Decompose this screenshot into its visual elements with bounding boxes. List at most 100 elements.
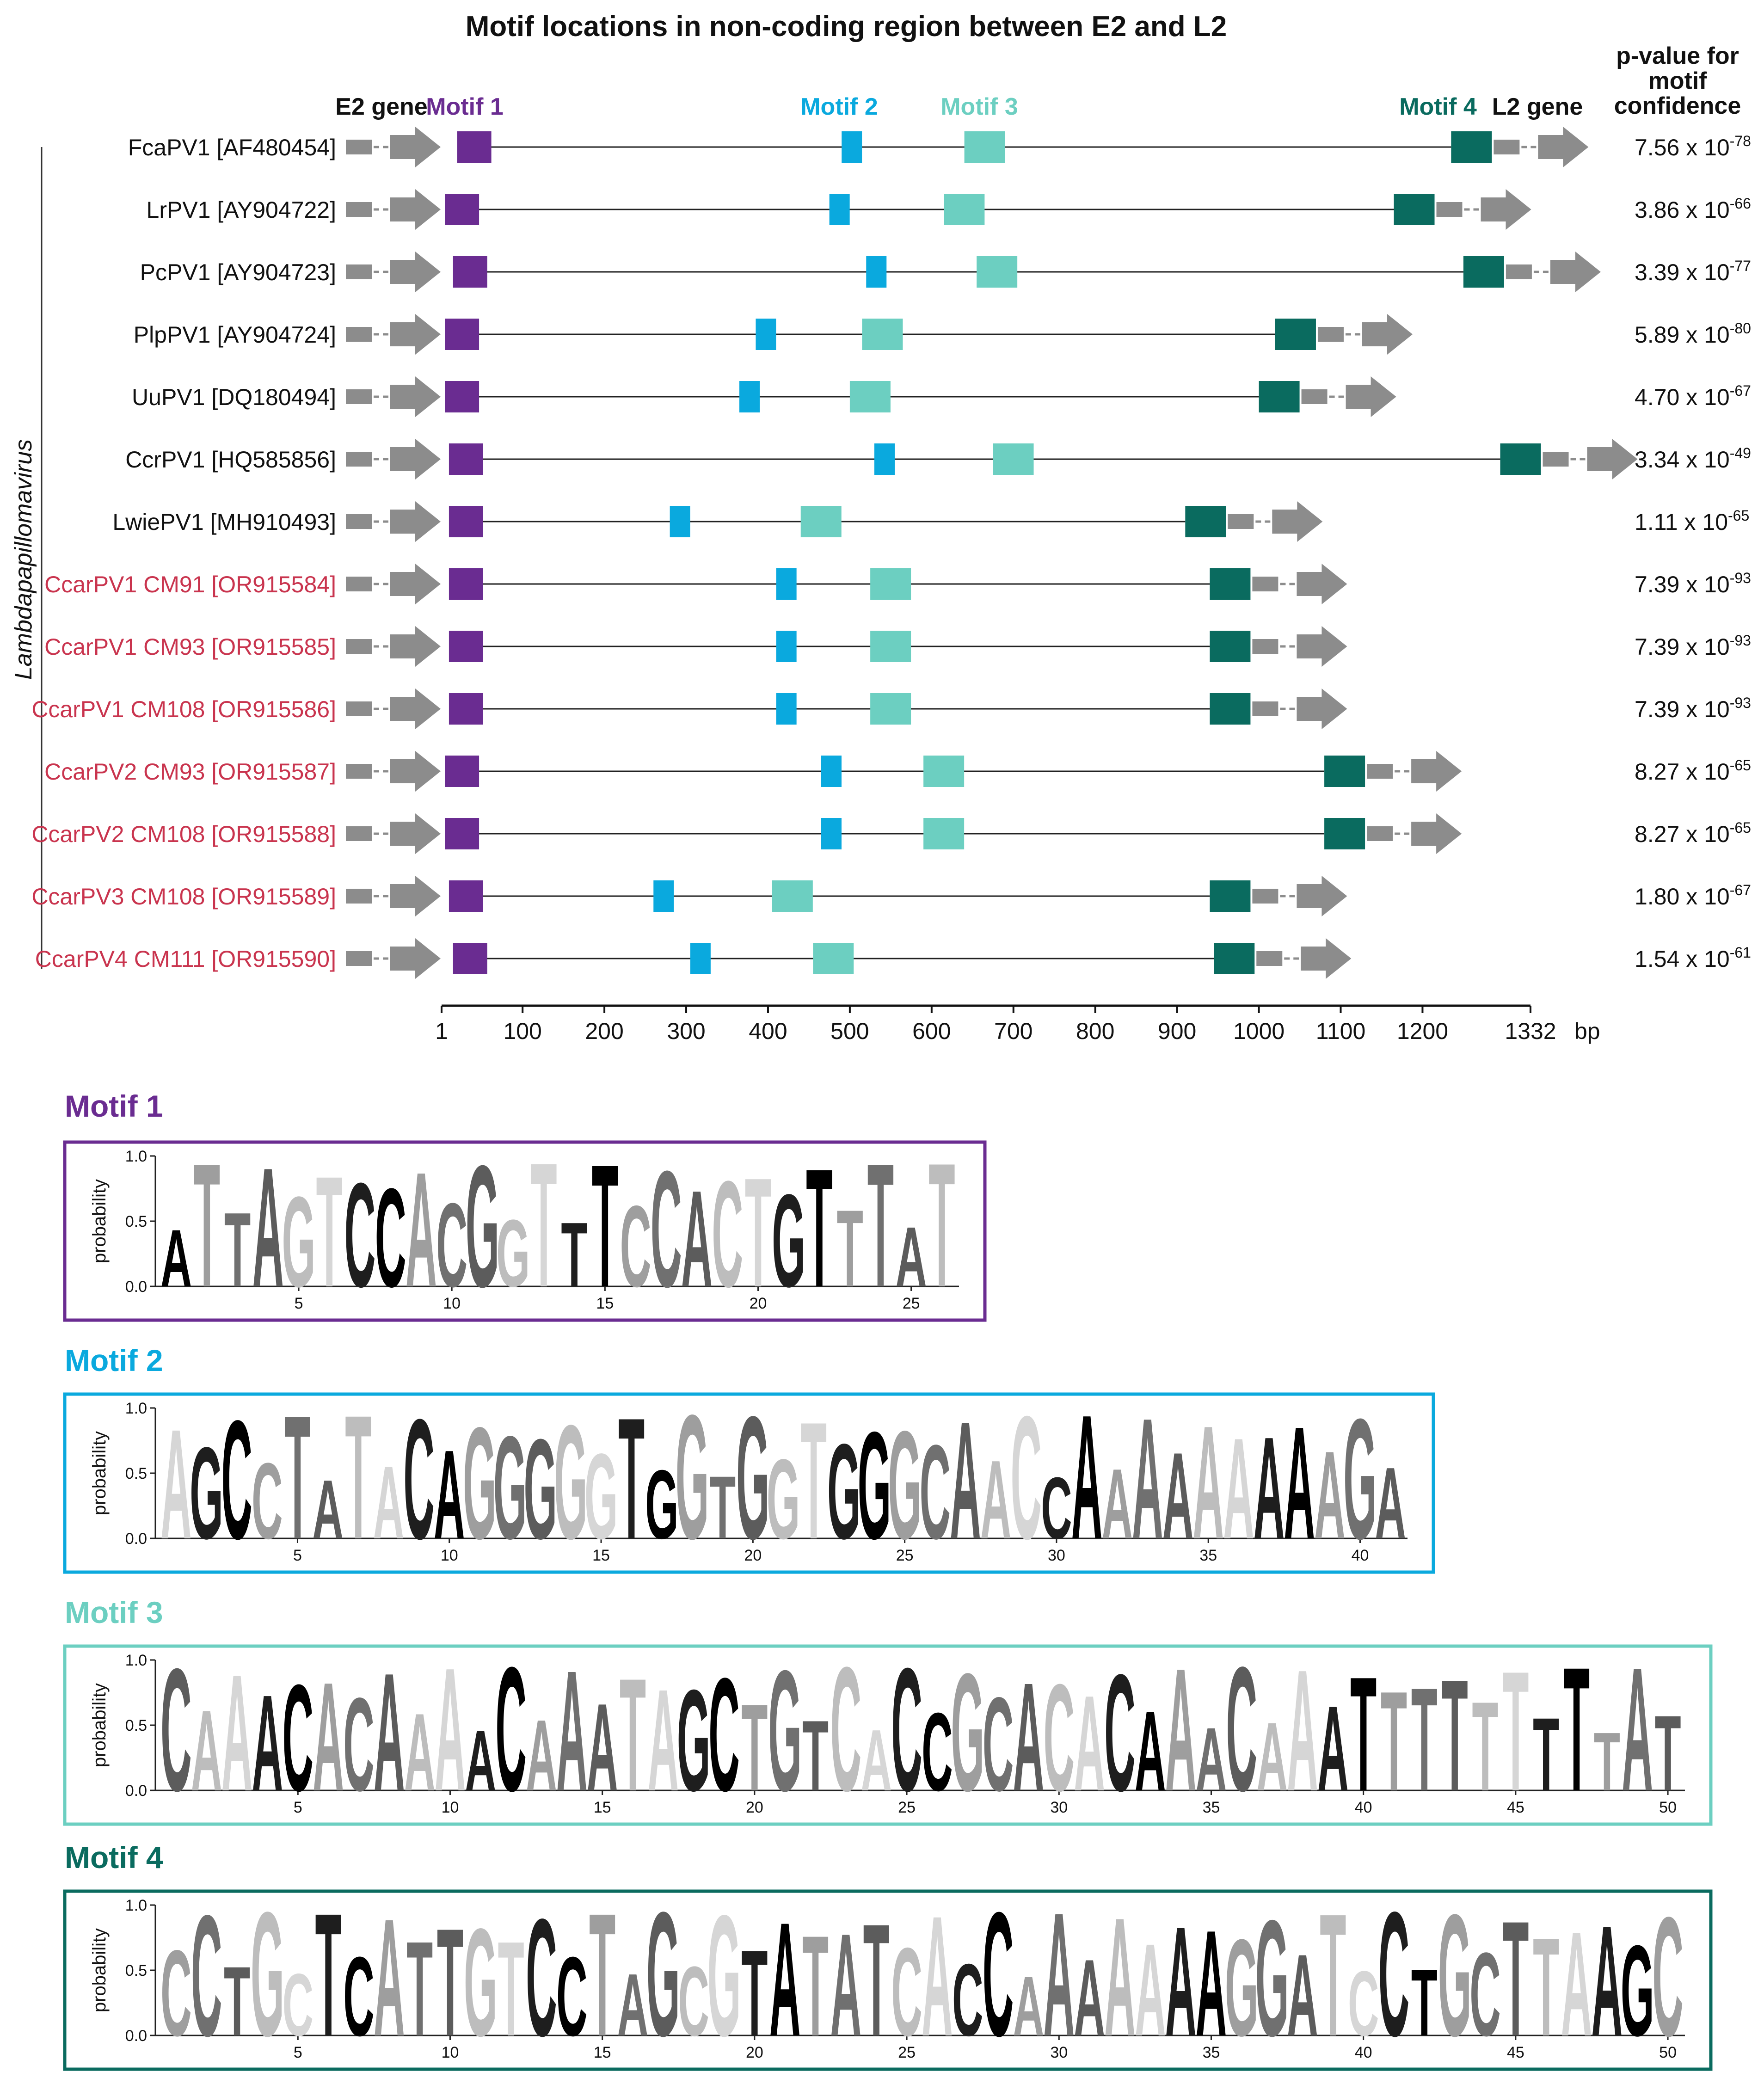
logo-letter: C xyxy=(1378,1875,1409,2074)
logo-ytick-label: 0.5 xyxy=(125,1465,147,1482)
logo-panel: Motif 3 probability 1.0 0.5 0.0 5 10 15 20 25 30 35… xyxy=(63,1595,1713,1829)
column-headers: E2 gene Motif 1 Motif 2 Motif 3 Motif 4 … xyxy=(335,43,1741,120)
logo-letter: T xyxy=(224,1946,250,2057)
logo-letter: C xyxy=(343,1934,374,2060)
logo-letter: C xyxy=(495,1631,526,1828)
logo-xtick-label: 30 xyxy=(1050,1799,1068,1816)
logo-xtick-label: 20 xyxy=(744,1547,762,1564)
logo-letter: C xyxy=(1226,1630,1257,1829)
row-label: CcarPV3 CM108 [OR915589] xyxy=(31,884,336,910)
logo-letter: C xyxy=(708,1645,739,1825)
p-value-exponent: -66 xyxy=(1730,195,1751,212)
genome-row: CcarPV3 CM108 [OR915589] 1.80 x 10-67 xyxy=(31,876,1751,916)
p-value-exponent: -77 xyxy=(1730,258,1751,274)
genus-label: Lambdapapillomavirus xyxy=(10,439,37,680)
motif3-box xyxy=(944,194,985,225)
logo-letter: A xyxy=(1287,1634,1318,1827)
motif2-box xyxy=(670,506,690,537)
p-value-exponent: -78 xyxy=(1730,133,1751,149)
logo-letter: G xyxy=(858,1400,891,1571)
logo-letter: T xyxy=(561,1203,587,1306)
pvalue-header-line-2: motif xyxy=(1648,68,1707,94)
logo-xtick-label: 15 xyxy=(594,2044,611,2061)
l2-gene-arrow xyxy=(1252,689,1347,729)
p-value: 1.11 x 10-65 xyxy=(1635,507,1749,535)
logo-xtick-label: 35 xyxy=(1203,1799,1220,1816)
genome-row: UuPV1 [DQ180494] 4.70 x 10-67 xyxy=(132,376,1751,417)
p-value-exponent: -65 xyxy=(1730,819,1751,836)
logo-letter: C xyxy=(556,1934,587,2060)
logo-letter: C xyxy=(221,1385,252,1574)
p-value: 8.27 x 10-65 xyxy=(1635,757,1751,785)
logo-letter: T xyxy=(863,1890,890,2070)
row-label: CcarPV2 CM93 [OR915587] xyxy=(44,759,336,785)
logo-ylabel: probability xyxy=(89,1431,110,1515)
p-value-base: 3.86 x 10 xyxy=(1635,197,1730,223)
e2-gene-arrow xyxy=(346,751,441,792)
motif1-box xyxy=(457,131,492,163)
logo-ylabel: probability xyxy=(89,1179,110,1263)
logo-xtick-label: 50 xyxy=(1659,1799,1677,1816)
l2-gene-arrow xyxy=(1317,314,1413,355)
logo-ytick-label: 0.5 xyxy=(125,1213,147,1230)
logo-letter: A xyxy=(1102,1448,1133,1560)
axis-tick-label: 600 xyxy=(912,1018,951,1044)
l2-gene-arrow xyxy=(1256,938,1352,979)
logo-letter: G xyxy=(463,1394,496,1572)
motif1-box xyxy=(449,693,483,725)
p-value-exponent: -61 xyxy=(1730,944,1751,961)
logo-letter: G xyxy=(1438,1879,1472,2073)
axis-tick-label: 1200 xyxy=(1397,1018,1448,1044)
logo-letter: G xyxy=(496,1200,530,1307)
logo-letter: C xyxy=(678,1946,709,2057)
p-value-exponent: -49 xyxy=(1730,445,1751,461)
logo-letter: T xyxy=(1594,1715,1620,1808)
logo-letter: C xyxy=(983,1876,1014,2073)
logo-letter: A xyxy=(1013,1959,1044,2053)
logo-letter: C xyxy=(1348,1953,1379,2056)
logo-letter: A xyxy=(896,1210,927,1305)
logo-letter: G xyxy=(584,1428,618,1564)
logo-letter: C xyxy=(1044,1653,1075,1823)
logo-letter: A xyxy=(1165,1895,1196,2069)
motif1-box xyxy=(449,880,483,912)
l2-gene-arrow xyxy=(1301,376,1396,417)
logo-title: Motif 1 xyxy=(65,1089,163,1123)
logo-letter: A xyxy=(374,1885,405,2072)
logo-letter: C xyxy=(920,1417,951,1567)
logo-letter: T xyxy=(1533,1696,1559,1813)
e2-gene-arrow xyxy=(346,189,441,230)
logo-xtick-label: 15 xyxy=(592,1547,610,1564)
logo-letter: A xyxy=(252,1666,283,1820)
motif3-box xyxy=(862,319,903,350)
p-value-base: 8.27 x 10 xyxy=(1635,759,1730,785)
motif3-box xyxy=(964,131,1005,163)
l2-gene-arrow xyxy=(1367,813,1462,854)
logo-letter: C xyxy=(830,1630,861,1829)
logo-ytick-label: 0.0 xyxy=(125,1530,147,1548)
genome-row: CcarPV2 CM93 [OR915587] 8.27 x 10-65 xyxy=(44,751,1751,792)
row-label: UuPV1 [DQ180494] xyxy=(132,384,336,410)
logo-letter: T xyxy=(1563,1631,1590,1828)
logo-letter: A xyxy=(1284,1393,1315,1573)
logo-xtick-label: 40 xyxy=(1352,1547,1369,1564)
motif3-box xyxy=(870,631,911,662)
logo-xtick-label: 10 xyxy=(443,1295,461,1312)
motif2-box xyxy=(690,943,711,974)
logo-letter: A xyxy=(404,1691,435,1814)
logo-letter: A xyxy=(950,1387,981,1574)
axis-unit: bp xyxy=(1574,1018,1600,1044)
motif4-box xyxy=(1324,818,1365,849)
e2-gene-arrow xyxy=(346,938,441,979)
genome-row: CcarPV1 CM108 [OR915586] 7.39 x 10-93 xyxy=(31,689,1751,729)
logo-letter: T xyxy=(802,1906,829,2066)
genome-row: CcarPV2 CM108 [OR915588] 8.27 x 10-65 xyxy=(31,813,1751,854)
logo-letter: G xyxy=(772,1167,805,1315)
logo-xtick-label: 25 xyxy=(898,2044,916,2061)
motif4-box xyxy=(1210,631,1251,662)
p-value-base: 8.27 x 10 xyxy=(1635,821,1730,847)
motif1-box xyxy=(445,194,479,225)
logo-letter: C xyxy=(283,1653,313,1823)
logo-letter: T xyxy=(1350,1643,1377,1825)
axis-tick-label: 400 xyxy=(749,1018,787,1044)
